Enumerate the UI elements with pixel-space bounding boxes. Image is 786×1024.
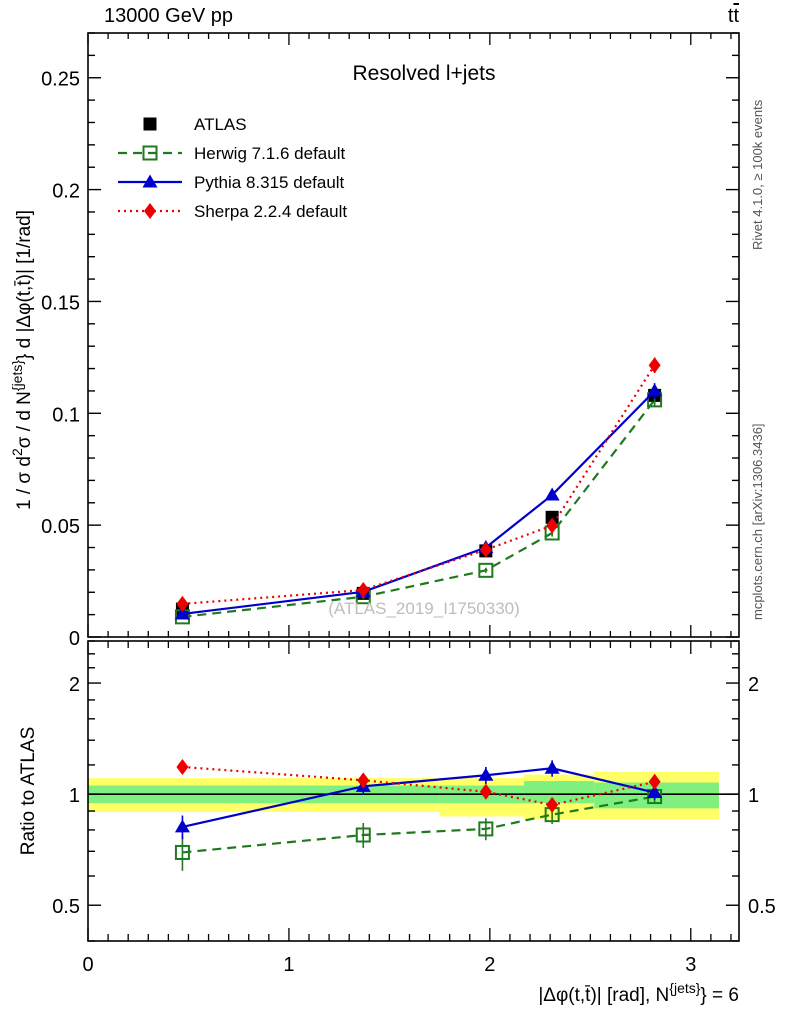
ratio-band-inner	[524, 781, 595, 804]
legend-label: Sherpa 2.2.4 default	[194, 202, 347, 221]
main-y-axis-label: 1 / σ d2σ / d N{jets}} d |Δφ(t,t̄)| [1/r…	[9, 210, 35, 510]
rivet-version-label: Rivet 4.1.0, ≥ 100k events	[750, 99, 765, 250]
legend-item-herwig[interactable]: Herwig 7.1.6 default	[118, 144, 345, 163]
main-ytick-label: 0.2	[52, 181, 80, 203]
ratio-ytick-label-right: 1	[748, 785, 759, 807]
ratio-ytick-label: 0.5	[52, 896, 80, 918]
main-panel-title: Resolved l+jets	[353, 62, 496, 85]
ratio-series-pythia	[174, 760, 663, 840]
ratio-marker	[174, 819, 190, 833]
ratio-marker	[478, 767, 494, 781]
ratio-marker	[544, 760, 560, 774]
ratio-line	[182, 765, 655, 807]
legend-item-sherpa[interactable]: Sherpa 2.2.4 default	[118, 202, 347, 221]
data-marker	[176, 595, 189, 612]
data-marker	[546, 517, 559, 534]
data-marker	[648, 357, 661, 374]
x-axis-label: |Δφ(t,t̄)| [rad], N{jets}} = 6	[538, 980, 739, 1006]
ratio-panel	[87, 640, 740, 942]
ratio-ytick-label: 1	[69, 785, 80, 807]
ratio-marker	[546, 796, 559, 813]
ratio-marker	[174, 844, 190, 860]
main-panel	[87, 32, 740, 638]
legend-label: Pythia 8.315 default	[194, 173, 345, 192]
main-ytick-label: 0.05	[41, 516, 80, 538]
data-marker	[544, 487, 560, 501]
ratio-marker	[478, 821, 494, 837]
x-axis-tick-label: 3	[685, 954, 696, 976]
data-marker	[174, 606, 190, 620]
ratio-panel-frame	[87, 640, 740, 942]
ratio-marker	[355, 827, 371, 843]
series-line	[182, 364, 656, 605]
ratio-y-axis-label: Ratio to ATLAS	[18, 727, 39, 856]
ratio-ytick-label-right: 0.5	[748, 896, 776, 918]
ratio-series-sherpa	[176, 758, 661, 813]
legend-marker	[142, 174, 158, 188]
main-ytick-label: 0.1	[52, 404, 80, 426]
series-line	[182, 399, 656, 618]
series-pythia	[174, 383, 663, 620]
data-marker	[479, 541, 492, 558]
data-marker	[357, 582, 370, 599]
legend-label: ATLAS	[194, 115, 247, 134]
mcplots-source-label: mcplots.cern.ch [arXiv:1306.3436]	[750, 423, 765, 620]
dataset-watermark: (ATLAS_2019_I1750330)	[328, 599, 520, 618]
main-ytick-label: 0.15	[41, 292, 80, 314]
x-axis-tick-label: 1	[283, 954, 294, 976]
header-energy: 13000 GeV pp	[104, 5, 233, 27]
main-ytick-label: 0	[69, 628, 80, 650]
ratio-marker	[647, 785, 663, 799]
ratio-marker	[357, 772, 370, 789]
ratio-ytick-label: 2	[69, 674, 80, 696]
legend-item-atlas[interactable]: ATLAS	[143, 115, 247, 134]
legend: ATLAS Herwig 7.1.6 default Pythia 8.315 de…	[118, 115, 347, 221]
legend-marker	[142, 145, 158, 161]
legend-marker	[144, 203, 156, 219]
ratio-marker	[479, 783, 492, 800]
series-sherpa	[176, 357, 661, 612]
main-panel-frame	[87, 32, 740, 638]
x-axis-tick-label: 0	[82, 954, 93, 976]
header-process: tt	[728, 5, 740, 27]
ratio-ytick-label-right: 2	[748, 674, 759, 696]
data-marker	[545, 510, 559, 524]
ratio-marker	[648, 773, 661, 790]
series-atlas	[175, 386, 662, 616]
legend-item-pythia[interactable]: Pythia 8.315 default	[118, 173, 345, 192]
legend-marker	[143, 117, 157, 131]
data-marker	[647, 383, 663, 397]
legend-label: Herwig 7.1.6 default	[194, 144, 345, 163]
series-line	[182, 390, 656, 616]
series-herwig	[174, 392, 663, 625]
data-marker	[478, 562, 494, 578]
ratio-marker	[176, 758, 189, 775]
main-ytick-label: 0.25	[41, 69, 80, 91]
x-axis-tick-label: 2	[484, 954, 495, 976]
